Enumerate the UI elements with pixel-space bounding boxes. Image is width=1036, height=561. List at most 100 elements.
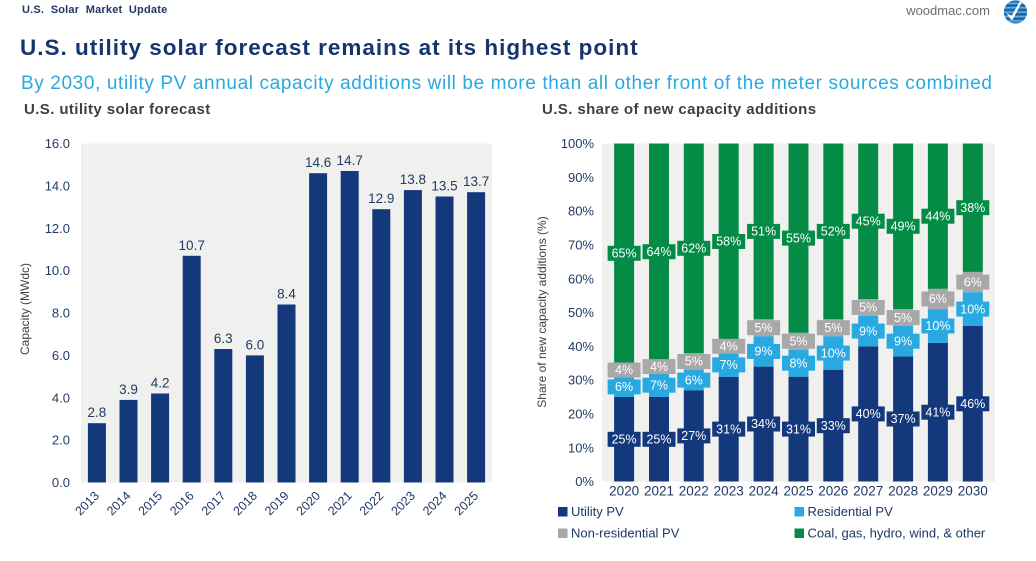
svg-text:5%: 5%: [894, 311, 912, 325]
svg-text:3.9: 3.9: [119, 382, 138, 397]
svg-text:2027: 2027: [853, 484, 883, 499]
svg-text:10.0: 10.0: [45, 263, 70, 278]
svg-text:7%: 7%: [650, 378, 668, 392]
svg-text:2.0: 2.0: [52, 433, 70, 448]
svg-text:9%: 9%: [859, 324, 877, 338]
svg-text:62%: 62%: [681, 242, 706, 256]
svg-text:5%: 5%: [824, 321, 842, 335]
svg-text:10%: 10%: [568, 440, 594, 455]
svg-text:14.7: 14.7: [337, 153, 363, 168]
svg-text:10%: 10%: [821, 346, 846, 360]
svg-text:10.7: 10.7: [179, 238, 205, 253]
svg-text:5%: 5%: [789, 334, 807, 348]
svg-text:55%: 55%: [786, 231, 811, 245]
svg-text:9%: 9%: [894, 334, 912, 348]
svg-text:6%: 6%: [615, 380, 633, 394]
svg-text:5%: 5%: [685, 355, 703, 369]
svg-text:6.0: 6.0: [246, 337, 265, 352]
svg-text:Utility PV: Utility PV: [571, 504, 624, 519]
svg-text:2030: 2030: [958, 484, 988, 499]
svg-text:13.5: 13.5: [431, 179, 457, 194]
svg-text:40%: 40%: [856, 407, 881, 421]
svg-text:0%: 0%: [575, 474, 594, 489]
svg-text:2015: 2015: [136, 489, 166, 519]
svg-text:2025: 2025: [452, 489, 482, 519]
svg-text:8%: 8%: [789, 356, 807, 370]
svg-text:2024: 2024: [420, 489, 450, 519]
svg-text:10%: 10%: [960, 302, 985, 316]
svg-text:16.0: 16.0: [45, 136, 70, 151]
svg-text:58%: 58%: [716, 235, 741, 249]
svg-text:2028: 2028: [888, 484, 918, 499]
svg-text:2023: 2023: [388, 489, 418, 519]
svg-text:13.8: 13.8: [400, 172, 426, 187]
svg-text:14.0: 14.0: [45, 179, 70, 194]
svg-text:6%: 6%: [964, 275, 982, 289]
svg-text:38%: 38%: [960, 201, 985, 215]
svg-text:25%: 25%: [646, 432, 671, 446]
svg-text:Non-residential PV: Non-residential PV: [571, 526, 680, 541]
svg-text:Coal, gas, hydro, wind, & othe: Coal, gas, hydro, wind, & other: [808, 526, 986, 541]
svg-text:34%: 34%: [751, 417, 776, 431]
svg-text:8.4: 8.4: [277, 287, 296, 302]
svg-text:7%: 7%: [720, 358, 738, 372]
svg-text:30%: 30%: [568, 373, 594, 388]
svg-text:2022: 2022: [679, 484, 709, 499]
svg-text:6.0: 6.0: [52, 348, 70, 363]
svg-text:0.0: 0.0: [52, 475, 70, 490]
svg-text:2017: 2017: [199, 489, 229, 519]
svg-text:4%: 4%: [615, 363, 633, 377]
svg-text:2024: 2024: [749, 484, 780, 499]
svg-text:2018: 2018: [230, 489, 260, 519]
svg-text:37%: 37%: [891, 412, 916, 426]
svg-text:41%: 41%: [925, 405, 950, 419]
svg-text:2025: 2025: [783, 484, 813, 499]
svg-text:12.0: 12.0: [45, 221, 70, 236]
svg-text:10%: 10%: [925, 319, 950, 333]
svg-text:2016: 2016: [167, 489, 197, 519]
svg-text:4%: 4%: [720, 340, 738, 354]
svg-text:100%: 100%: [561, 136, 595, 151]
svg-text:4.0: 4.0: [52, 390, 70, 405]
svg-text:20%: 20%: [568, 407, 594, 422]
svg-text:9%: 9%: [755, 345, 773, 359]
svg-text:50%: 50%: [568, 305, 594, 320]
svg-text:8.0: 8.0: [52, 306, 70, 321]
svg-text:2023: 2023: [714, 484, 744, 499]
svg-text:2021: 2021: [325, 489, 355, 519]
svg-text:64%: 64%: [646, 245, 671, 259]
svg-text:2022: 2022: [357, 489, 387, 519]
svg-text:2029: 2029: [923, 484, 953, 499]
svg-text:4.2: 4.2: [151, 376, 170, 391]
svg-text:2.8: 2.8: [88, 405, 107, 420]
svg-text:80%: 80%: [568, 204, 594, 219]
svg-text:6.3: 6.3: [214, 331, 233, 346]
svg-text:2020: 2020: [609, 484, 639, 499]
svg-text:Capacity (MWdc): Capacity (MWdc): [18, 263, 32, 355]
svg-text:27%: 27%: [681, 429, 706, 443]
svg-text:2026: 2026: [818, 484, 848, 499]
svg-text:2014: 2014: [104, 489, 134, 519]
svg-text:70%: 70%: [568, 238, 594, 253]
svg-text:4%: 4%: [650, 360, 668, 374]
svg-text:52%: 52%: [821, 225, 846, 239]
svg-text:51%: 51%: [751, 225, 776, 239]
svg-text:2019: 2019: [262, 489, 292, 519]
svg-text:49%: 49%: [891, 220, 916, 234]
svg-text:45%: 45%: [856, 214, 881, 228]
svg-text:2013: 2013: [72, 489, 102, 519]
svg-text:46%: 46%: [960, 397, 985, 411]
svg-text:40%: 40%: [568, 339, 594, 354]
svg-text:2021: 2021: [644, 484, 674, 499]
svg-text:12.9: 12.9: [368, 191, 394, 206]
svg-text:5%: 5%: [755, 321, 773, 335]
svg-text:13.7: 13.7: [463, 174, 489, 189]
svg-text:65%: 65%: [612, 247, 637, 261]
svg-text:6%: 6%: [929, 292, 947, 306]
svg-text:33%: 33%: [821, 419, 846, 433]
svg-text:31%: 31%: [716, 422, 741, 436]
svg-text:14.6: 14.6: [305, 155, 331, 170]
svg-text:25%: 25%: [612, 432, 637, 446]
svg-text:5%: 5%: [859, 301, 877, 315]
svg-text:60%: 60%: [568, 271, 594, 286]
